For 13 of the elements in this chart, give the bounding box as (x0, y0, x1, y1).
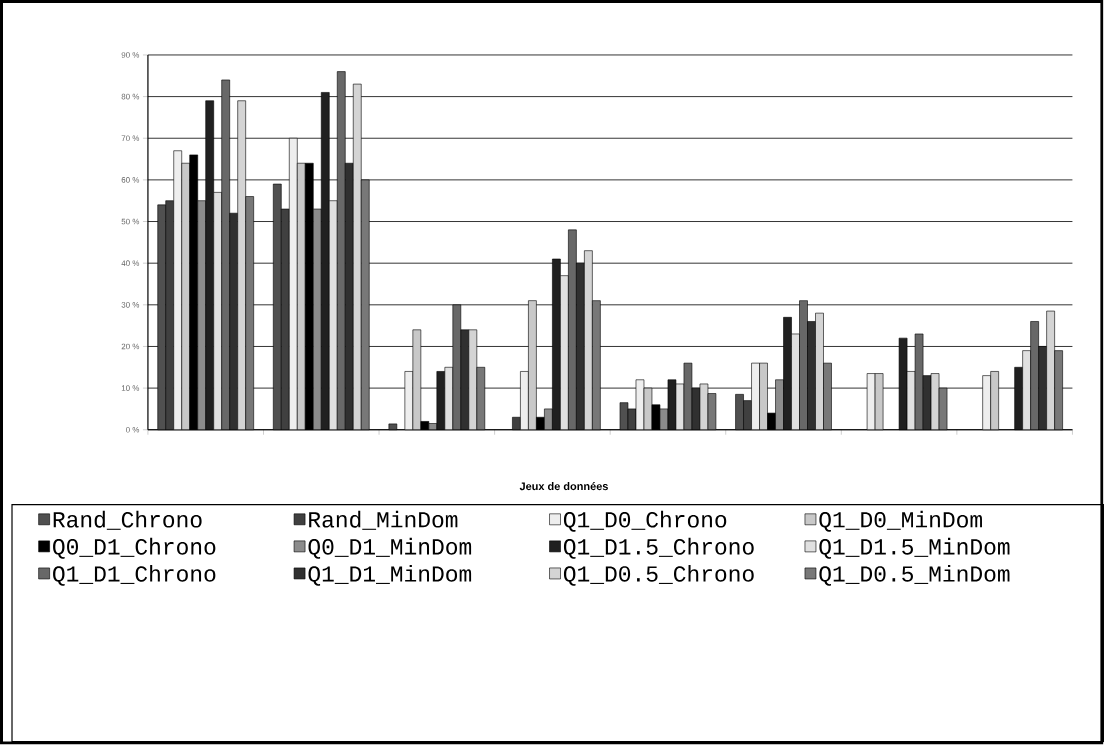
legend-label: Q1_D1_MinDom (308, 565, 472, 587)
legend-label: Q1_D0_MinDom (819, 510, 982, 532)
legend-label: Q0_D1_Chrono (53, 538, 216, 559)
legend-label: Q1_D0_Chrono (563, 510, 727, 532)
legend-label: Q1_D0.5_MinDom (819, 565, 1010, 587)
x-axis-title: Jeux de données (519, 482, 608, 491)
legend-label: Q0_D1_MinDom (308, 538, 472, 559)
legend-label: Rand_Chrono (53, 510, 202, 531)
legend-label: Q1_D0.5_Chrono (563, 565, 754, 587)
legend-label: Q1_D1_Chrono (53, 565, 216, 587)
legend-label: Rand_MinDom (309, 510, 458, 531)
legend-label: Q1_D1.5_MinDom (819, 538, 1010, 559)
legend-label: Q1_D1.5_Chrono (563, 538, 754, 559)
